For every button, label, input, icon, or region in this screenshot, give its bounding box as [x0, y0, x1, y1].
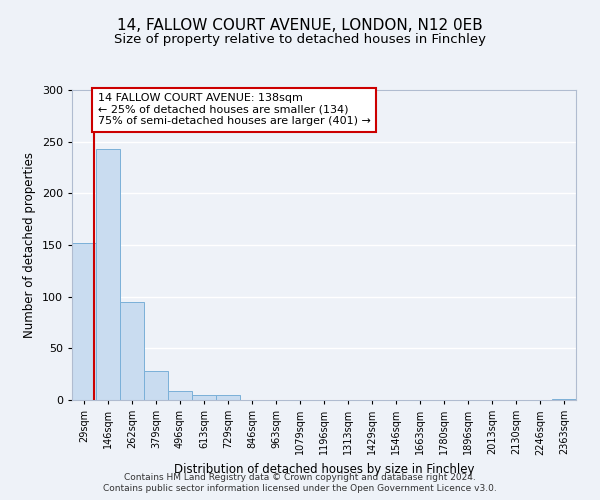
Bar [144, 371, 168, 400]
Text: Contains HM Land Registry data © Crown copyright and database right 2024.: Contains HM Land Registry data © Crown c… [124, 472, 476, 482]
Bar [552, 399, 576, 400]
Bar [168, 390, 192, 400]
Text: 14 FALLOW COURT AVENUE: 138sqm
← 25% of detached houses are smaller (134)
75% of: 14 FALLOW COURT AVENUE: 138sqm ← 25% of … [98, 93, 371, 126]
Bar [120, 302, 144, 400]
Text: Size of property relative to detached houses in Finchley: Size of property relative to detached ho… [114, 32, 486, 46]
Bar [216, 395, 240, 400]
X-axis label: Distribution of detached houses by size in Finchley: Distribution of detached houses by size … [174, 463, 474, 476]
Bar [192, 395, 216, 400]
Y-axis label: Number of detached properties: Number of detached properties [23, 152, 36, 338]
Text: 14, FALLOW COURT AVENUE, LONDON, N12 0EB: 14, FALLOW COURT AVENUE, LONDON, N12 0EB [117, 18, 483, 32]
Text: Contains public sector information licensed under the Open Government Licence v3: Contains public sector information licen… [103, 484, 497, 493]
Bar [72, 243, 96, 400]
Bar [96, 149, 120, 400]
